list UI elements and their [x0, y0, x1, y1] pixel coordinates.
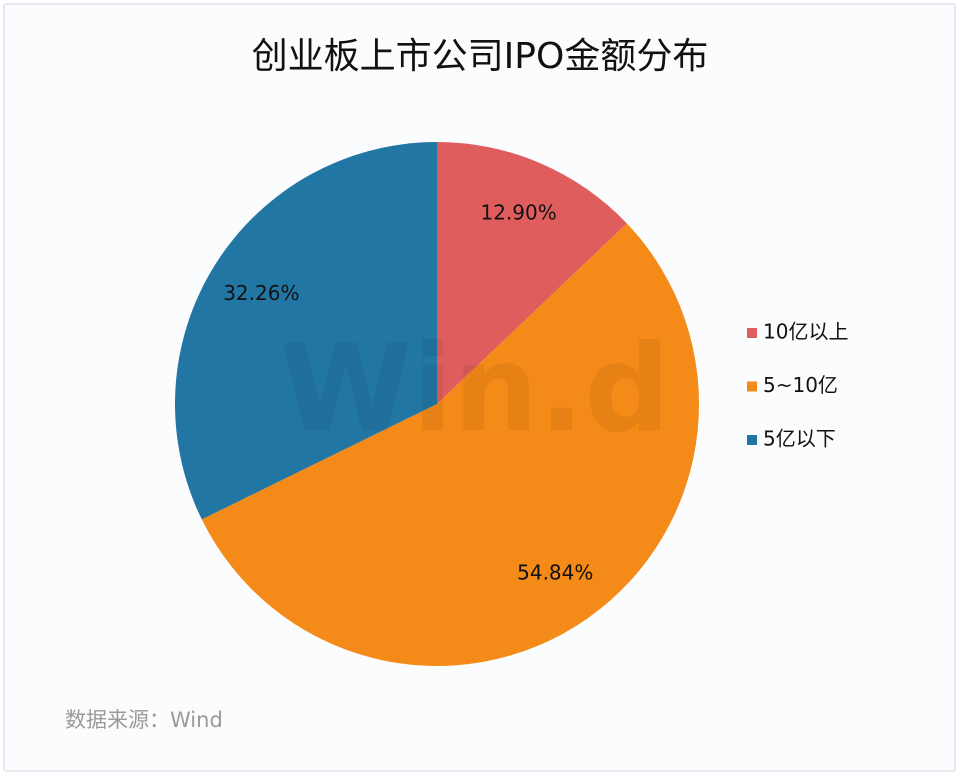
chart-title: 创业板上市公司IPO金额分布: [252, 36, 709, 77]
pie-slice: [437, 142, 627, 404]
legend-swatch: [747, 328, 757, 338]
source-note: 数据来源：Wind: [65, 708, 223, 732]
pie-slice: [201, 223, 699, 666]
data-label: 12.90%: [480, 200, 556, 224]
pie: [175, 142, 699, 666]
pie-slice: [175, 142, 437, 520]
data-label: 32.26%: [223, 281, 299, 305]
legend-label: 5亿以下: [763, 427, 836, 451]
legend-label: 10亿以上: [763, 320, 848, 344]
data-label: 54.84%: [517, 560, 593, 584]
watermark: Win.d: [280, 321, 670, 460]
legend-label: 5~10亿: [763, 373, 838, 397]
legend-swatch: [747, 435, 757, 445]
legend-swatch: [747, 381, 757, 392]
